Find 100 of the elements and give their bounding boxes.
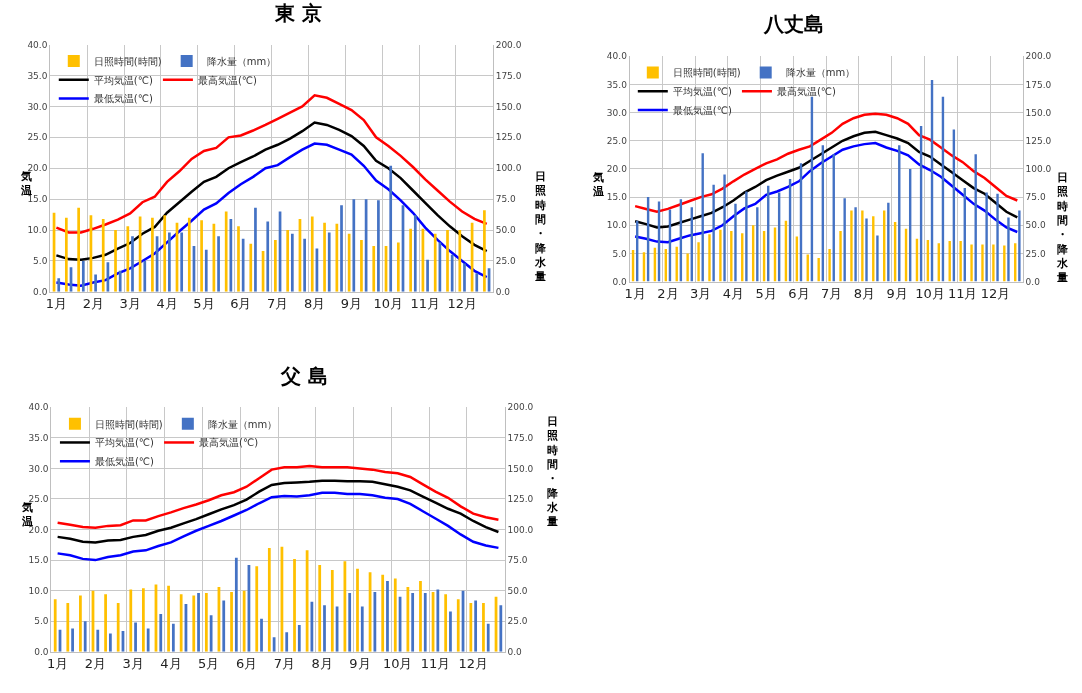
bar — [708, 234, 711, 282]
line-series — [56, 479, 500, 544]
bar — [393, 578, 397, 652]
bar — [839, 230, 842, 282]
y-tick-label: 30.0 — [606, 107, 628, 118]
y2-tick-label: 200.0 — [495, 39, 522, 50]
bar — [449, 611, 452, 652]
bar — [327, 232, 331, 292]
bar — [126, 226, 130, 292]
legend-label: 最高気温(℃) — [776, 86, 837, 98]
y-tick-label: 30.0 — [27, 101, 48, 112]
legend-label: 最低気温(℃) — [672, 104, 732, 116]
legend-label: 最高気温(℃) — [199, 437, 259, 449]
bar — [959, 241, 962, 282]
bar — [267, 547, 271, 652]
legend-label: 最低気温(℃) — [94, 456, 155, 468]
y-tick-label: 10.0 — [28, 585, 49, 596]
bar — [843, 198, 846, 282]
bar — [486, 623, 490, 652]
y-axis-title: 気温 — [21, 501, 33, 529]
bar — [272, 637, 276, 652]
bar — [131, 236, 134, 292]
x-tick-label: 6月 — [788, 286, 810, 302]
legend-label: 日照時間(時間) — [93, 55, 162, 67]
bar — [854, 207, 857, 282]
bar — [297, 624, 301, 652]
y-tick-label: 10.0 — [606, 220, 628, 231]
x-tick-label: 9月 — [886, 286, 908, 302]
bar — [458, 230, 462, 292]
y-tick-label: 20.0 — [606, 164, 628, 175]
bar — [352, 199, 356, 292]
bar — [192, 595, 196, 652]
bar — [474, 600, 478, 652]
bar — [406, 587, 410, 652]
y2-axis-title: 日照時間・降水量 — [546, 415, 559, 529]
bar — [171, 623, 175, 652]
line-series — [56, 491, 500, 562]
bar — [411, 593, 415, 652]
bar — [330, 569, 334, 652]
x-tick-label: 7月 — [267, 296, 289, 312]
y2-tick-label: 0.0 — [507, 646, 523, 657]
x-tick-label: 8月 — [853, 286, 876, 302]
bar — [96, 629, 100, 652]
bar — [237, 226, 240, 292]
bar — [730, 230, 733, 282]
bar — [108, 633, 112, 652]
bar — [197, 593, 200, 652]
y2-tick-label: 0.0 — [495, 287, 511, 298]
y2-tick-label: 100.0 — [507, 524, 534, 535]
bar — [255, 566, 259, 652]
y2-axis-title: 日照時間・降水量 — [534, 170, 547, 284]
bar — [828, 248, 831, 282]
y-tick-label: 40.0 — [27, 39, 48, 50]
bar — [456, 599, 460, 652]
bar — [475, 273, 479, 292]
y2-tick-label: 0.0 — [1025, 276, 1041, 287]
bar — [499, 605, 503, 652]
y2-tick-label: 125.0 — [495, 132, 522, 143]
legend-label: 降水量（mm） — [206, 55, 277, 67]
bar — [697, 242, 700, 282]
y-tick-label: 0.0 — [33, 287, 48, 298]
chart-title: 東 京 — [274, 1, 322, 25]
x-tick-label: 3月 — [119, 296, 141, 312]
bar — [79, 595, 82, 652]
bar — [372, 246, 376, 292]
legend-label: 日照時間(時間) — [672, 67, 741, 79]
bar — [230, 591, 233, 652]
y-tick-label: 15.0 — [28, 555, 49, 566]
x-tick-label: 1月 — [46, 656, 69, 672]
bar — [377, 200, 380, 292]
bar — [266, 221, 270, 292]
bar — [974, 154, 977, 282]
bar — [146, 628, 150, 652]
x-tick-label: 11月 — [410, 296, 441, 312]
bar — [151, 217, 154, 292]
bar — [469, 602, 473, 652]
x-tick-label: 8月 — [311, 656, 333, 672]
y2-tick-label: 150.0 — [507, 463, 534, 474]
x-tick-label: 12月 — [447, 296, 477, 312]
bar — [861, 210, 864, 282]
bar — [66, 602, 70, 652]
x-tick-label: 4月 — [722, 286, 745, 302]
x-tick-label: 3月 — [122, 656, 144, 672]
y-tick-label: 15.0 — [606, 192, 628, 203]
bar — [985, 192, 988, 282]
bar — [249, 243, 253, 292]
bar — [348, 593, 352, 652]
y2-tick-label: 175.0 — [495, 70, 522, 81]
bar — [463, 263, 466, 292]
bar — [482, 602, 485, 652]
y2-tick-label: 75.0 — [495, 194, 516, 205]
y2-tick-label: 50.0 — [507, 585, 528, 596]
bar — [81, 260, 85, 292]
x-tick-label: 2月 — [82, 296, 104, 312]
chart-title: 父 島 — [280, 364, 328, 388]
bar — [413, 215, 417, 292]
bar — [360, 239, 363, 292]
chart-title: 八丈島 — [763, 12, 824, 36]
bar — [204, 249, 208, 292]
legend-label: 最低気温(℃) — [93, 93, 153, 105]
